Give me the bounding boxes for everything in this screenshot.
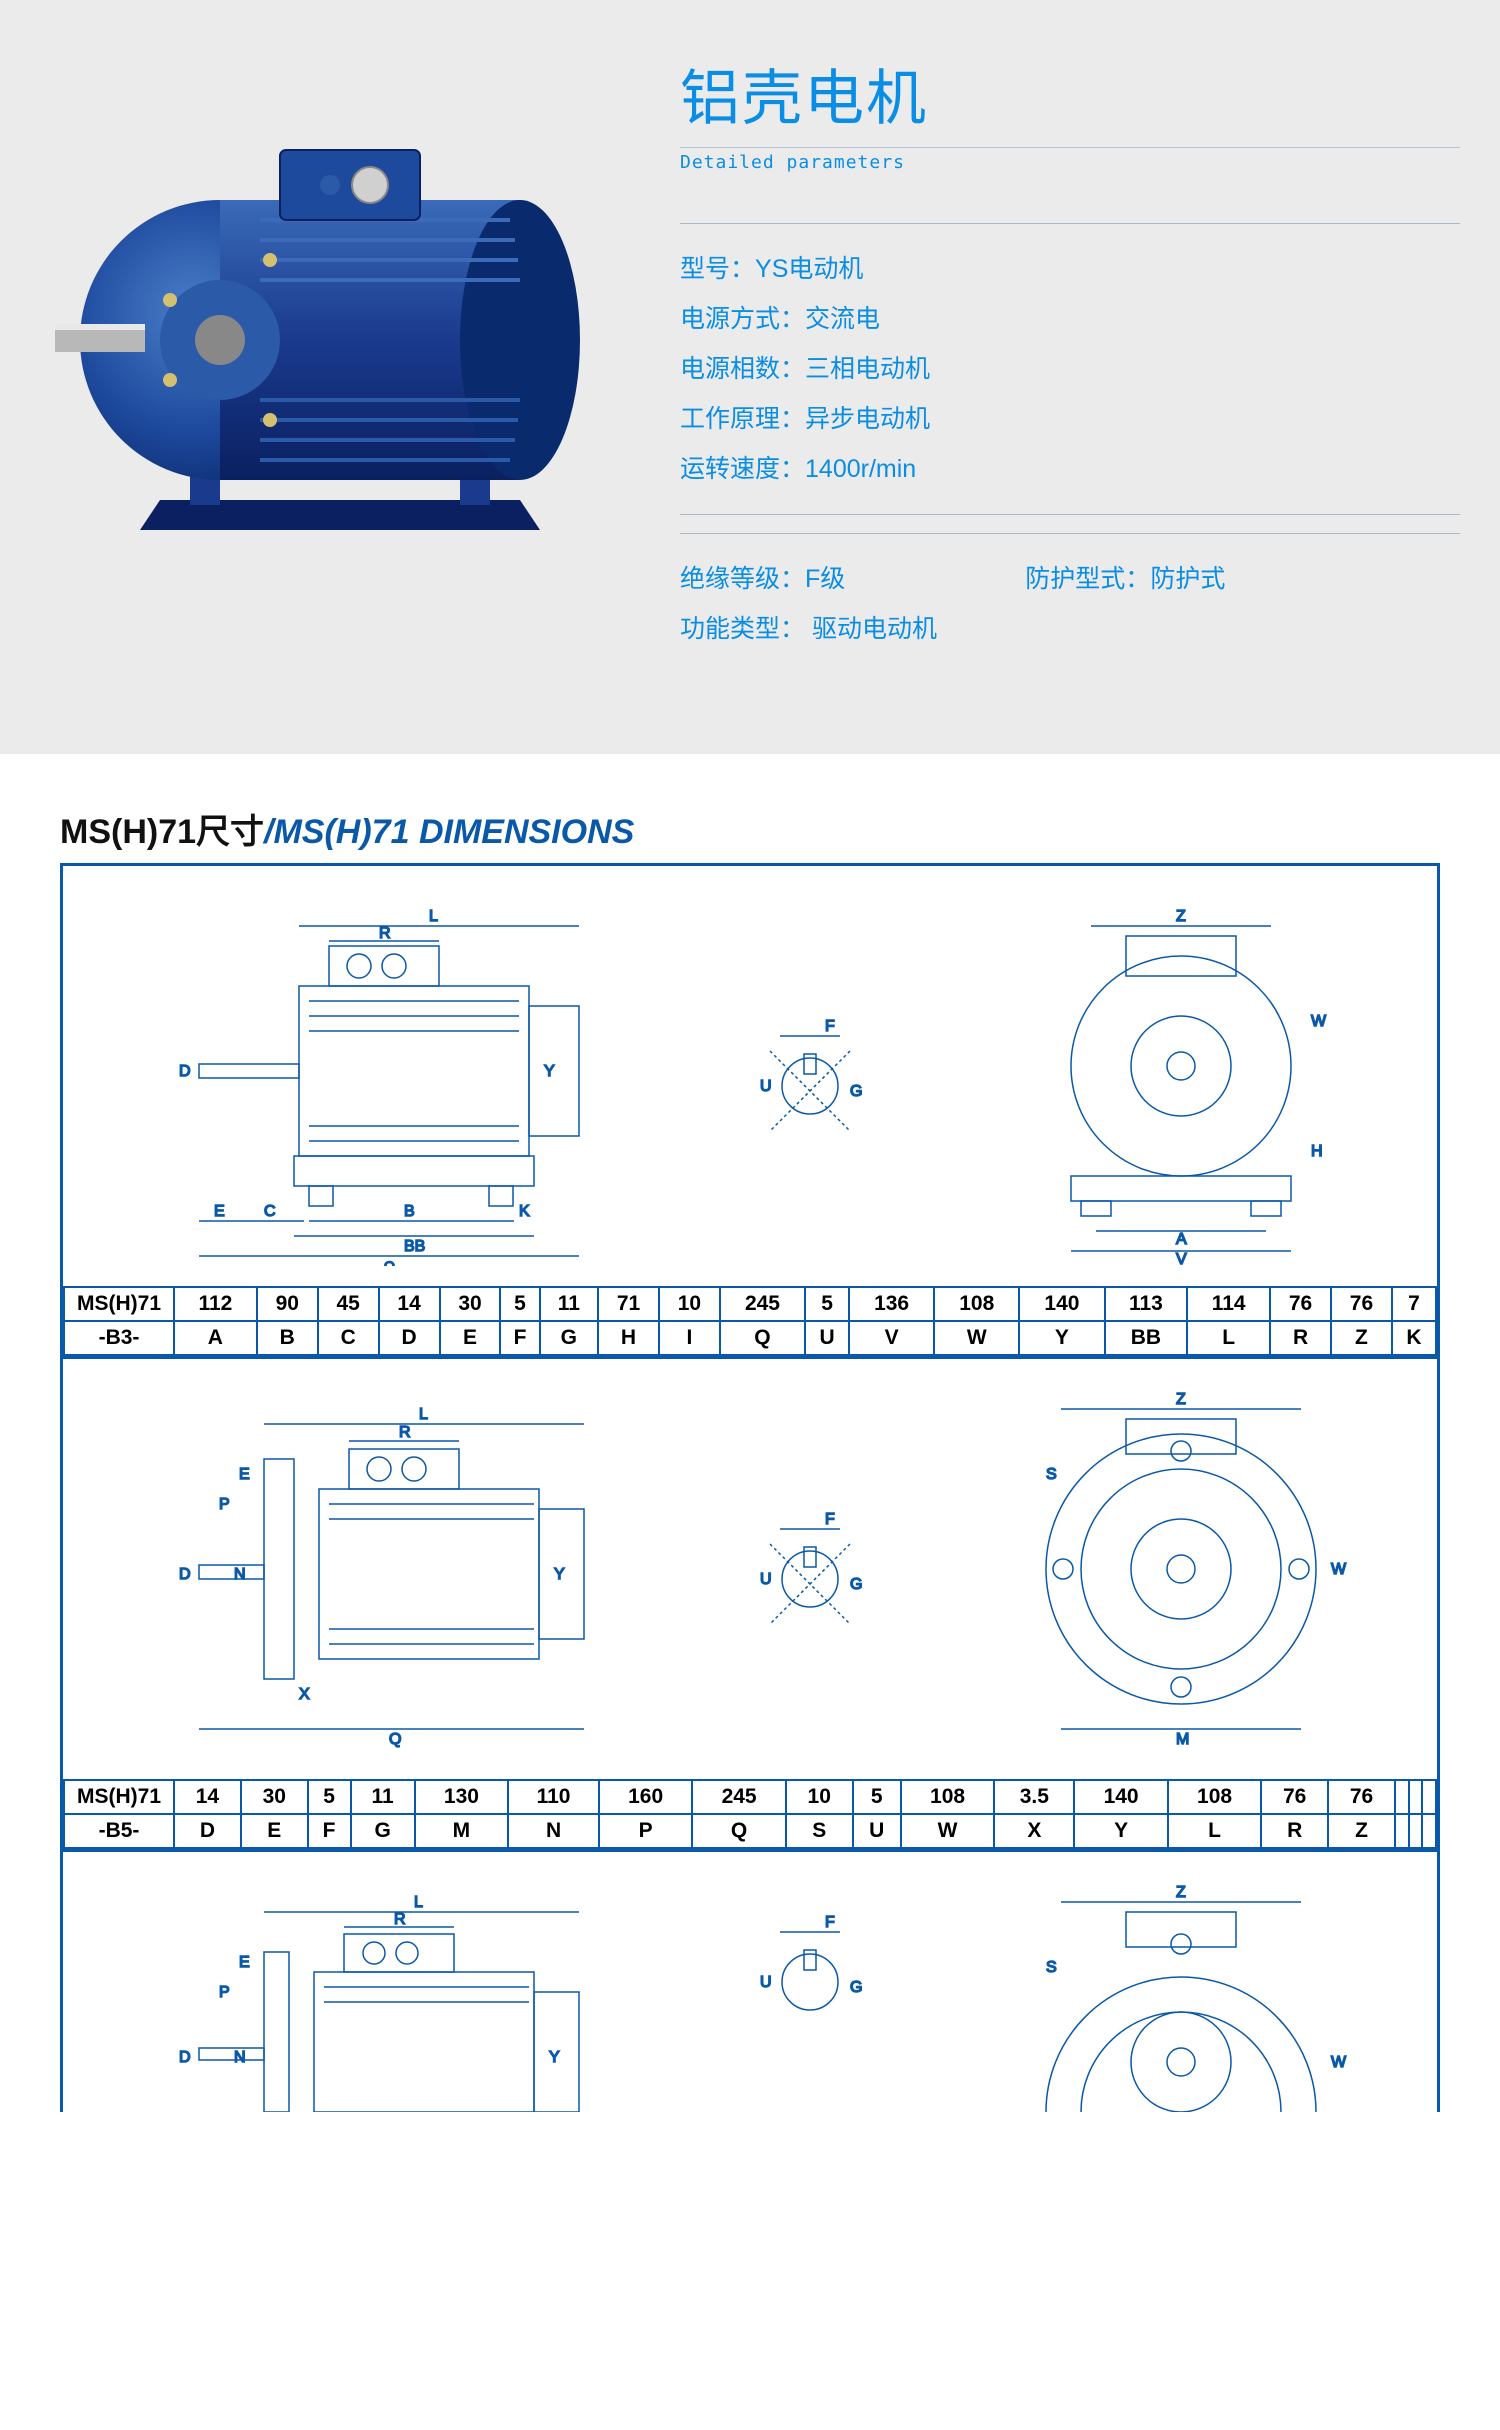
spec-block-2: 绝缘等级：F级 防护型式：防护式 功能类型： 驱动电动机: [680, 533, 1460, 674]
svg-text:P: P: [219, 1496, 230, 1513]
svg-text:E: E: [239, 1954, 250, 1971]
svg-text:W: W: [1331, 1561, 1347, 1578]
svg-text:W: W: [1311, 1013, 1327, 1030]
product-info: 铝壳电机 Detailed parameters 型号：YS电动机 电源方式：交…: [680, 40, 1460, 674]
svg-text:S: S: [1046, 1466, 1057, 1483]
diagram-b5: L R E D P N Y X Q F U G: [63, 1359, 1437, 1779]
spec-model: 型号：YS电动机: [680, 244, 1460, 294]
diagram-partial: L R E D P N Y F U G: [63, 1852, 1437, 2112]
svg-text:B: B: [404, 1203, 415, 1220]
svg-text:S: S: [1046, 1959, 1057, 1976]
table-row: MS(H)71 14305111301101602451051083.51401…: [64, 1780, 1436, 1814]
table-row: -B3- ABCDEFGHIQUVWYBBLRZK: [64, 1321, 1436, 1355]
dimensions-section: MS(H)71尺寸/MS(H)71 DIMENSIONS L R D: [0, 754, 1500, 2162]
svg-text:BB: BB: [404, 1238, 425, 1255]
svg-text:Q: Q: [384, 1258, 395, 1266]
svg-text:P: P: [219, 1984, 230, 2001]
svg-text:U: U: [760, 1974, 772, 1991]
svg-text:Z: Z: [1176, 908, 1186, 925]
svg-text:N: N: [234, 2049, 246, 2066]
svg-text:M: M: [1176, 1731, 1189, 1748]
svg-text:E: E: [239, 1466, 250, 1483]
dim-table-b5: MS(H)71 14305111301101602451051083.51401…: [63, 1779, 1437, 1849]
svg-text:L: L: [414, 1894, 423, 1911]
svg-text:R: R: [379, 925, 391, 942]
product-header: 铝壳电机 Detailed parameters 型号：YS电动机 电源方式：交…: [0, 0, 1500, 754]
svg-text:Y: Y: [554, 1566, 565, 1583]
svg-text:H: H: [1311, 1143, 1323, 1160]
svg-text:X: X: [299, 1686, 310, 1703]
table-row: MS(H)71 11290451430511711024551361081401…: [64, 1287, 1436, 1321]
product-title: 铝壳电机: [680, 50, 1460, 148]
svg-text:R: R: [399, 1424, 411, 1441]
diagram-box-partial: L R E D P N Y F U G: [60, 1852, 1440, 2112]
dim-table-b3: MS(H)71 11290451430511711024551361081401…: [63, 1286, 1437, 1356]
table-row: -B5- DEFGMNPQSUWXYLRZ: [64, 1814, 1436, 1848]
svg-text:L: L: [429, 908, 438, 925]
svg-text:K: K: [519, 1203, 530, 1220]
svg-text:R: R: [394, 1911, 406, 1928]
svg-text:G: G: [850, 1083, 862, 1100]
spec-insulation: 绝缘等级：F级: [680, 554, 845, 604]
diagram-box-b5: L R E D P N Y X Q F U G: [60, 1359, 1440, 1852]
svg-text:F: F: [825, 1914, 835, 1931]
svg-text:U: U: [760, 1078, 772, 1095]
diagram-box-b3: L R D Y E C B K BB Q F U G: [60, 863, 1440, 1359]
spec-principle: 工作原理：异步电动机: [680, 394, 1460, 444]
svg-text:E: E: [214, 1203, 225, 1220]
dimensions-heading: MS(H)71尺寸/MS(H)71 DIMENSIONS: [60, 804, 1440, 853]
svg-text:F: F: [825, 1511, 835, 1528]
spec-speed: 运转速度：1400r/min: [680, 444, 1460, 494]
svg-text:Y: Y: [544, 1063, 555, 1080]
svg-text:Z: Z: [1176, 1391, 1186, 1408]
svg-text:W: W: [1331, 2054, 1347, 2071]
spec-protection: 防护型式：防护式: [1025, 554, 1225, 604]
svg-text:D: D: [179, 2049, 191, 2066]
svg-text:V: V: [1176, 1251, 1187, 1266]
svg-text:L: L: [419, 1406, 428, 1423]
diagram-b3: L R D Y E C B K BB Q F U G: [63, 866, 1437, 1286]
svg-text:G: G: [850, 1576, 862, 1593]
svg-text:A: A: [1176, 1231, 1187, 1248]
svg-text:Q: Q: [389, 1731, 401, 1748]
spec-phase: 电源相数：三相电动机: [680, 344, 1460, 394]
spec-block-1: 型号：YS电动机 电源方式：交流电 电源相数：三相电动机 工作原理：异步电动机 …: [680, 223, 1460, 515]
svg-text:Z: Z: [1176, 1884, 1186, 1901]
svg-text:F: F: [825, 1018, 835, 1035]
svg-text:Y: Y: [549, 2049, 560, 2066]
spec-function: 功能类型： 驱动电动机: [680, 604, 1460, 654]
svg-text:U: U: [760, 1571, 772, 1588]
spec-power-type: 电源方式：交流电: [680, 294, 1460, 344]
svg-text:D: D: [179, 1063, 191, 1080]
svg-text:D: D: [179, 1566, 191, 1583]
svg-text:C: C: [264, 1203, 276, 1220]
svg-text:G: G: [850, 1979, 862, 1996]
product-subtitle: Detailed parameters: [680, 152, 1460, 173]
svg-text:N: N: [234, 1566, 246, 1583]
product-image: [40, 80, 620, 560]
